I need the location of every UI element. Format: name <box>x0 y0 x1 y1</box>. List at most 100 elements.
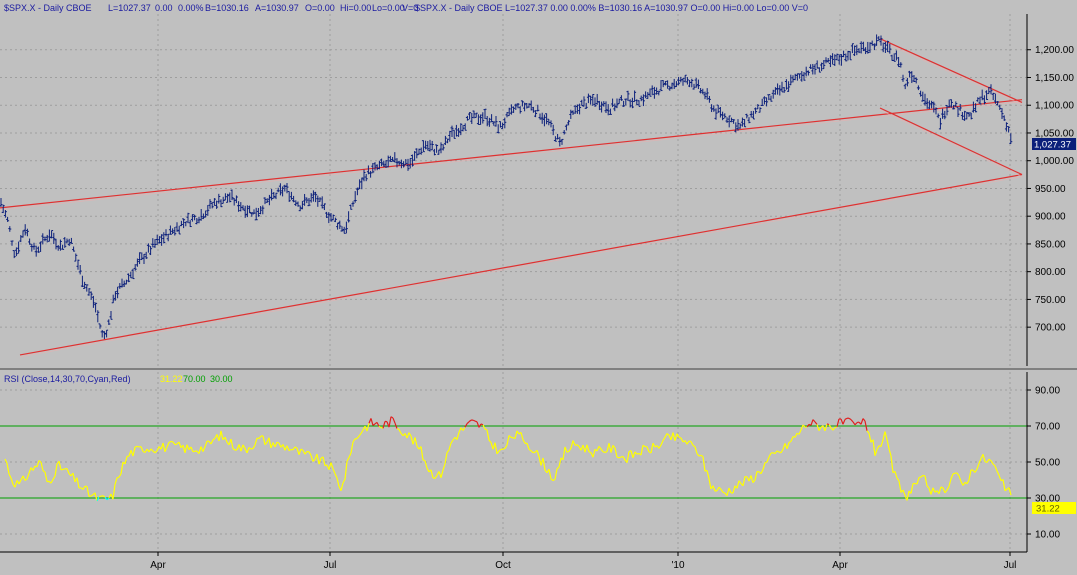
rsi-segment <box>346 457 350 462</box>
rsi-segment <box>918 476 922 479</box>
rsi-segment <box>942 487 946 494</box>
rsi-segment <box>382 421 386 429</box>
price-panel: 700.00 750.00 800.00 850.00 900.00 950.00 1,00… <box>0 14 1074 366</box>
rsi-segment <box>856 421 860 424</box>
rsi-segment <box>732 485 736 494</box>
rsi-segment <box>390 416 394 419</box>
rsi-segment <box>582 444 586 453</box>
rsi-segment <box>866 430 870 434</box>
rsi-segment <box>834 426 838 428</box>
rsi-segment <box>388 416 392 428</box>
rsi-segment <box>556 466 560 470</box>
rsi-segment <box>478 423 482 428</box>
price-header-secondary: $SPX.X - Daily CBOE L=1027.37 0.00 0.00%… <box>415 3 808 13</box>
rsi-segment <box>356 435 360 439</box>
rsi-segment <box>62 468 66 471</box>
rsi-segment <box>876 445 880 450</box>
rsi-segment <box>692 444 696 448</box>
rsi-segment <box>504 444 508 449</box>
rsi-segment <box>322 456 326 466</box>
rsi-segment <box>920 474 924 478</box>
rsi-segment <box>328 462 332 470</box>
rsi-segment <box>484 428 488 431</box>
rsi-segment <box>976 463 980 470</box>
price-header-ask: A=1030.97 <box>255 3 299 13</box>
rsi-segment <box>562 446 566 460</box>
rsi-y-tick-label: 50.00 <box>1035 458 1060 469</box>
rsi-segment <box>334 473 338 479</box>
trendline-shadow <box>879 40 1023 105</box>
rsi-y-tick-label: 30.00 <box>1035 494 1060 505</box>
price-header-open: O=0.00 <box>305 3 335 13</box>
rsi-segment <box>596 446 600 452</box>
rsi-segment <box>296 447 300 455</box>
price-y-axis: 700.00 750.00 800.00 850.00 900.00 950.00 1,00… <box>1026 14 1074 366</box>
rsi-segment <box>1004 488 1008 492</box>
rsi-segment <box>310 455 314 462</box>
rsi-segment <box>584 444 588 453</box>
rsi-segment <box>198 446 202 454</box>
rsi-segment <box>124 456 128 465</box>
last-price-badge: 1,027.37 <box>1034 140 1071 151</box>
rsi-segment <box>316 453 320 465</box>
rsi-segment <box>510 436 514 439</box>
rsi-segment <box>488 439 492 443</box>
rsi-segment <box>626 451 630 463</box>
rsi-segment <box>998 475 1002 481</box>
trendline <box>0 99 1023 209</box>
rsi-segment <box>220 430 224 440</box>
rsi-segment <box>666 433 670 436</box>
rsi-segment <box>702 456 706 472</box>
rsi-segment <box>548 469 552 479</box>
rsi-segment <box>288 448 292 452</box>
rsi-segment <box>630 450 634 458</box>
rsi-segment <box>538 456 542 466</box>
rsi-segment <box>832 427 836 431</box>
rsi-segment <box>210 439 214 445</box>
x-tick-label: Oct <box>495 560 511 571</box>
rsi-segment <box>150 448 154 452</box>
rsi-segment <box>848 417 852 421</box>
rsi-segment <box>960 481 964 486</box>
price-header-bid: B=1030.16 <box>205 3 249 13</box>
rsi-segment <box>632 451 636 458</box>
rsi-segment <box>634 451 638 455</box>
rsi-segment <box>572 440 576 446</box>
rsi-segment <box>992 463 996 467</box>
rsi-segment <box>938 486 942 494</box>
rsi-segment <box>622 456 626 461</box>
rsi-header-value: 31.22 <box>160 374 183 384</box>
rsi-segment <box>684 440 688 445</box>
price-y-tick-label: 850.00 <box>1035 239 1066 250</box>
rsi-segment <box>602 451 606 454</box>
rsi-segment <box>276 441 280 444</box>
rsi-segment <box>526 443 530 450</box>
price-y-tick-label: 1,200.00 <box>1035 45 1074 56</box>
rsi-segment <box>676 433 680 438</box>
rsi-segment <box>662 436 666 441</box>
rsi-segment <box>642 444 646 447</box>
rsi-segment <box>426 467 430 473</box>
rsi-segment <box>252 444 256 449</box>
rsi-segment <box>200 446 204 452</box>
rsi-segment <box>768 452 772 458</box>
price-header-change-pct: 0.00% <box>178 3 204 13</box>
rsi-segment <box>162 442 166 452</box>
price-header-low: Lo=0.00 <box>372 3 405 13</box>
price-header-high: Hi=0.00 <box>340 3 371 13</box>
rsi-segment <box>230 438 234 449</box>
rsi-segment <box>312 458 316 462</box>
rsi-segment <box>292 446 296 451</box>
rsi-segment <box>76 477 80 489</box>
rsi-segment <box>786 442 790 450</box>
x-tick-label: '10 <box>671 560 684 571</box>
rsi-segment <box>616 456 620 459</box>
rsi-segment <box>286 445 290 451</box>
rsi-segment <box>728 487 732 494</box>
rsi-segment <box>410 435 414 445</box>
rsi-segment <box>268 437 272 449</box>
rsi-value-badge-bg <box>1032 502 1076 514</box>
rsi-segment <box>142 450 146 454</box>
